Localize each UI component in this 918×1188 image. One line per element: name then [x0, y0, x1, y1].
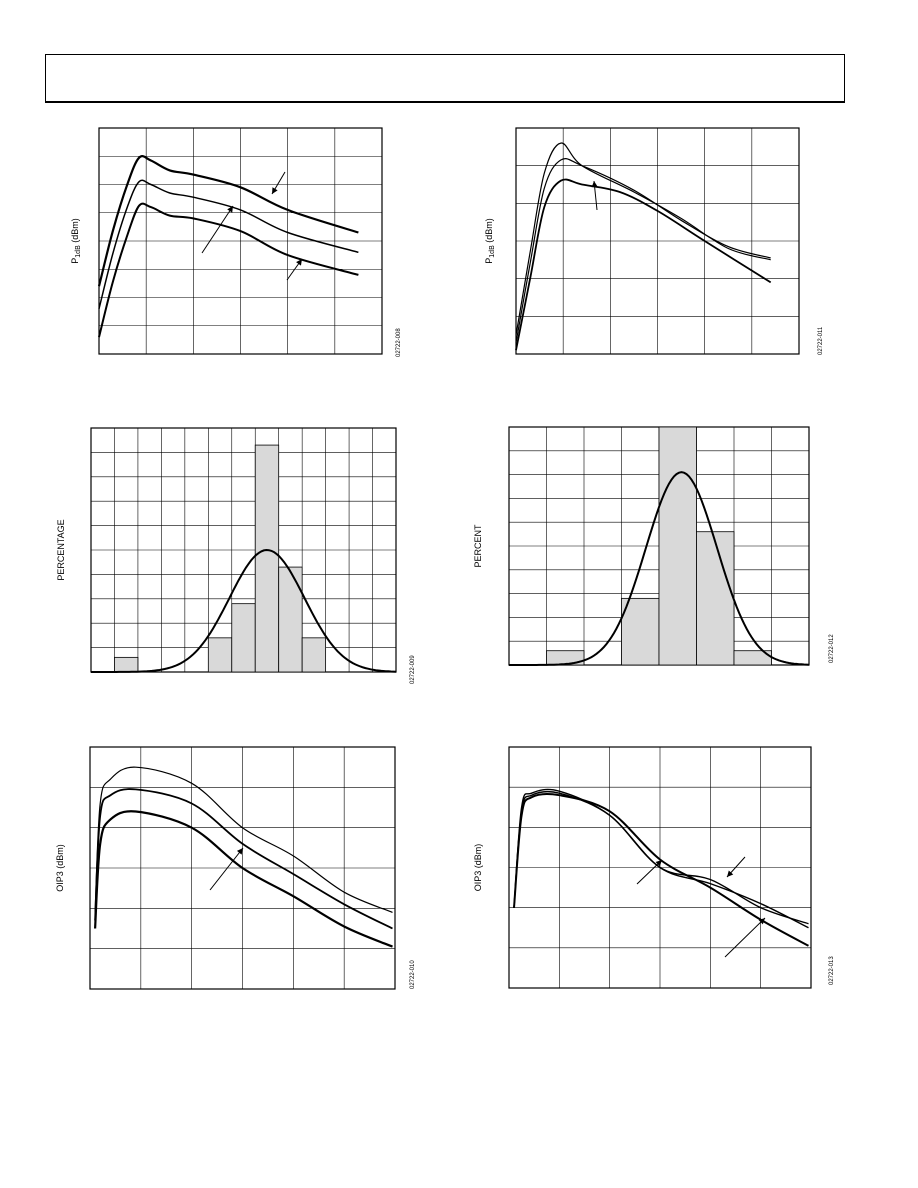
histogram-bar: [207, 637, 233, 673]
histogram-bar: [254, 444, 280, 673]
annotation-arrow-line: [201, 205, 234, 254]
figure-code: 02722-013: [829, 956, 835, 985]
annotation-arrow-head: [727, 870, 734, 877]
y-axis-label-sub: 1dB: [489, 245, 496, 258]
histogram-bar: [696, 531, 735, 666]
y-axis-label: OIP3 (dBm): [473, 844, 483, 892]
chart2-group: P1dB (dBm) 02722-011: [484, 127, 824, 355]
y-axis-label-main: P: [70, 258, 80, 264]
chart6-group: OIP3 (dBm) 02722-013: [473, 746, 835, 989]
histogram-bar: [621, 597, 660, 666]
series-line: [513, 792, 809, 947]
histogram-bar: [658, 426, 697, 666]
y-axis-label: PERCENT: [473, 524, 483, 568]
histogram-bar: [114, 656, 139, 673]
y-axis-label: PERCENTAGE: [56, 519, 66, 580]
histogram-bar: [231, 603, 256, 673]
annotation-arrow-head: [227, 206, 233, 213]
annotation-arrow-head: [272, 187, 278, 194]
y-axis-label: P1dB (dBm): [70, 218, 82, 263]
histogram-bar: [301, 637, 327, 673]
y-axis-label-unit: (dBm): [70, 218, 80, 245]
series-line: [97, 155, 359, 287]
series-line: [94, 788, 393, 930]
annotation-arrow-head: [296, 259, 302, 266]
y-axis-label: OIP3 (dBm): [55, 844, 65, 892]
series-line: [98, 179, 359, 309]
chart5-group: OIP3 (dBm) 02722-010: [55, 746, 416, 990]
series-line: [98, 202, 359, 338]
series-line: [94, 810, 393, 948]
figure-code: 02722-012: [829, 634, 835, 663]
histogram-bar: [278, 566, 303, 673]
annotation-arrow-line: [209, 847, 244, 891]
annotation-arrow-head: [591, 181, 598, 188]
distribution-curve: [91, 548, 397, 673]
y-axis-label-main: P: [484, 258, 494, 264]
annotation-arrow-head: [236, 848, 243, 855]
figure-code: 02722-011: [818, 326, 824, 355]
chart3-group: PERCENTAGE 02722-009: [56, 427, 416, 684]
chart1-group: P1dB (dBm) 02722-008: [70, 127, 402, 357]
series-line: [513, 788, 809, 925]
series-line: [515, 158, 771, 343]
y-axis-label: P1dB (dBm): [484, 218, 496, 263]
annotation-arrow-head: [758, 918, 765, 925]
annotation-arrow-head: [655, 860, 662, 867]
page-header-box: [45, 54, 845, 103]
figure-code: 02722-010: [410, 960, 416, 989]
series-line: [94, 766, 393, 913]
figure-code: 02722-008: [396, 328, 402, 357]
distribution-curve: [509, 471, 810, 666]
y-axis-label-unit: (dBm): [484, 218, 494, 245]
series-line: [515, 178, 772, 351]
y-axis-label-sub: 1dB: [75, 245, 82, 258]
series-line: [515, 142, 771, 336]
annotation-arrow-line: [724, 917, 766, 958]
chart4-group: PERCENT 02722-012: [473, 426, 835, 666]
figure-code: 02722-009: [410, 655, 416, 684]
